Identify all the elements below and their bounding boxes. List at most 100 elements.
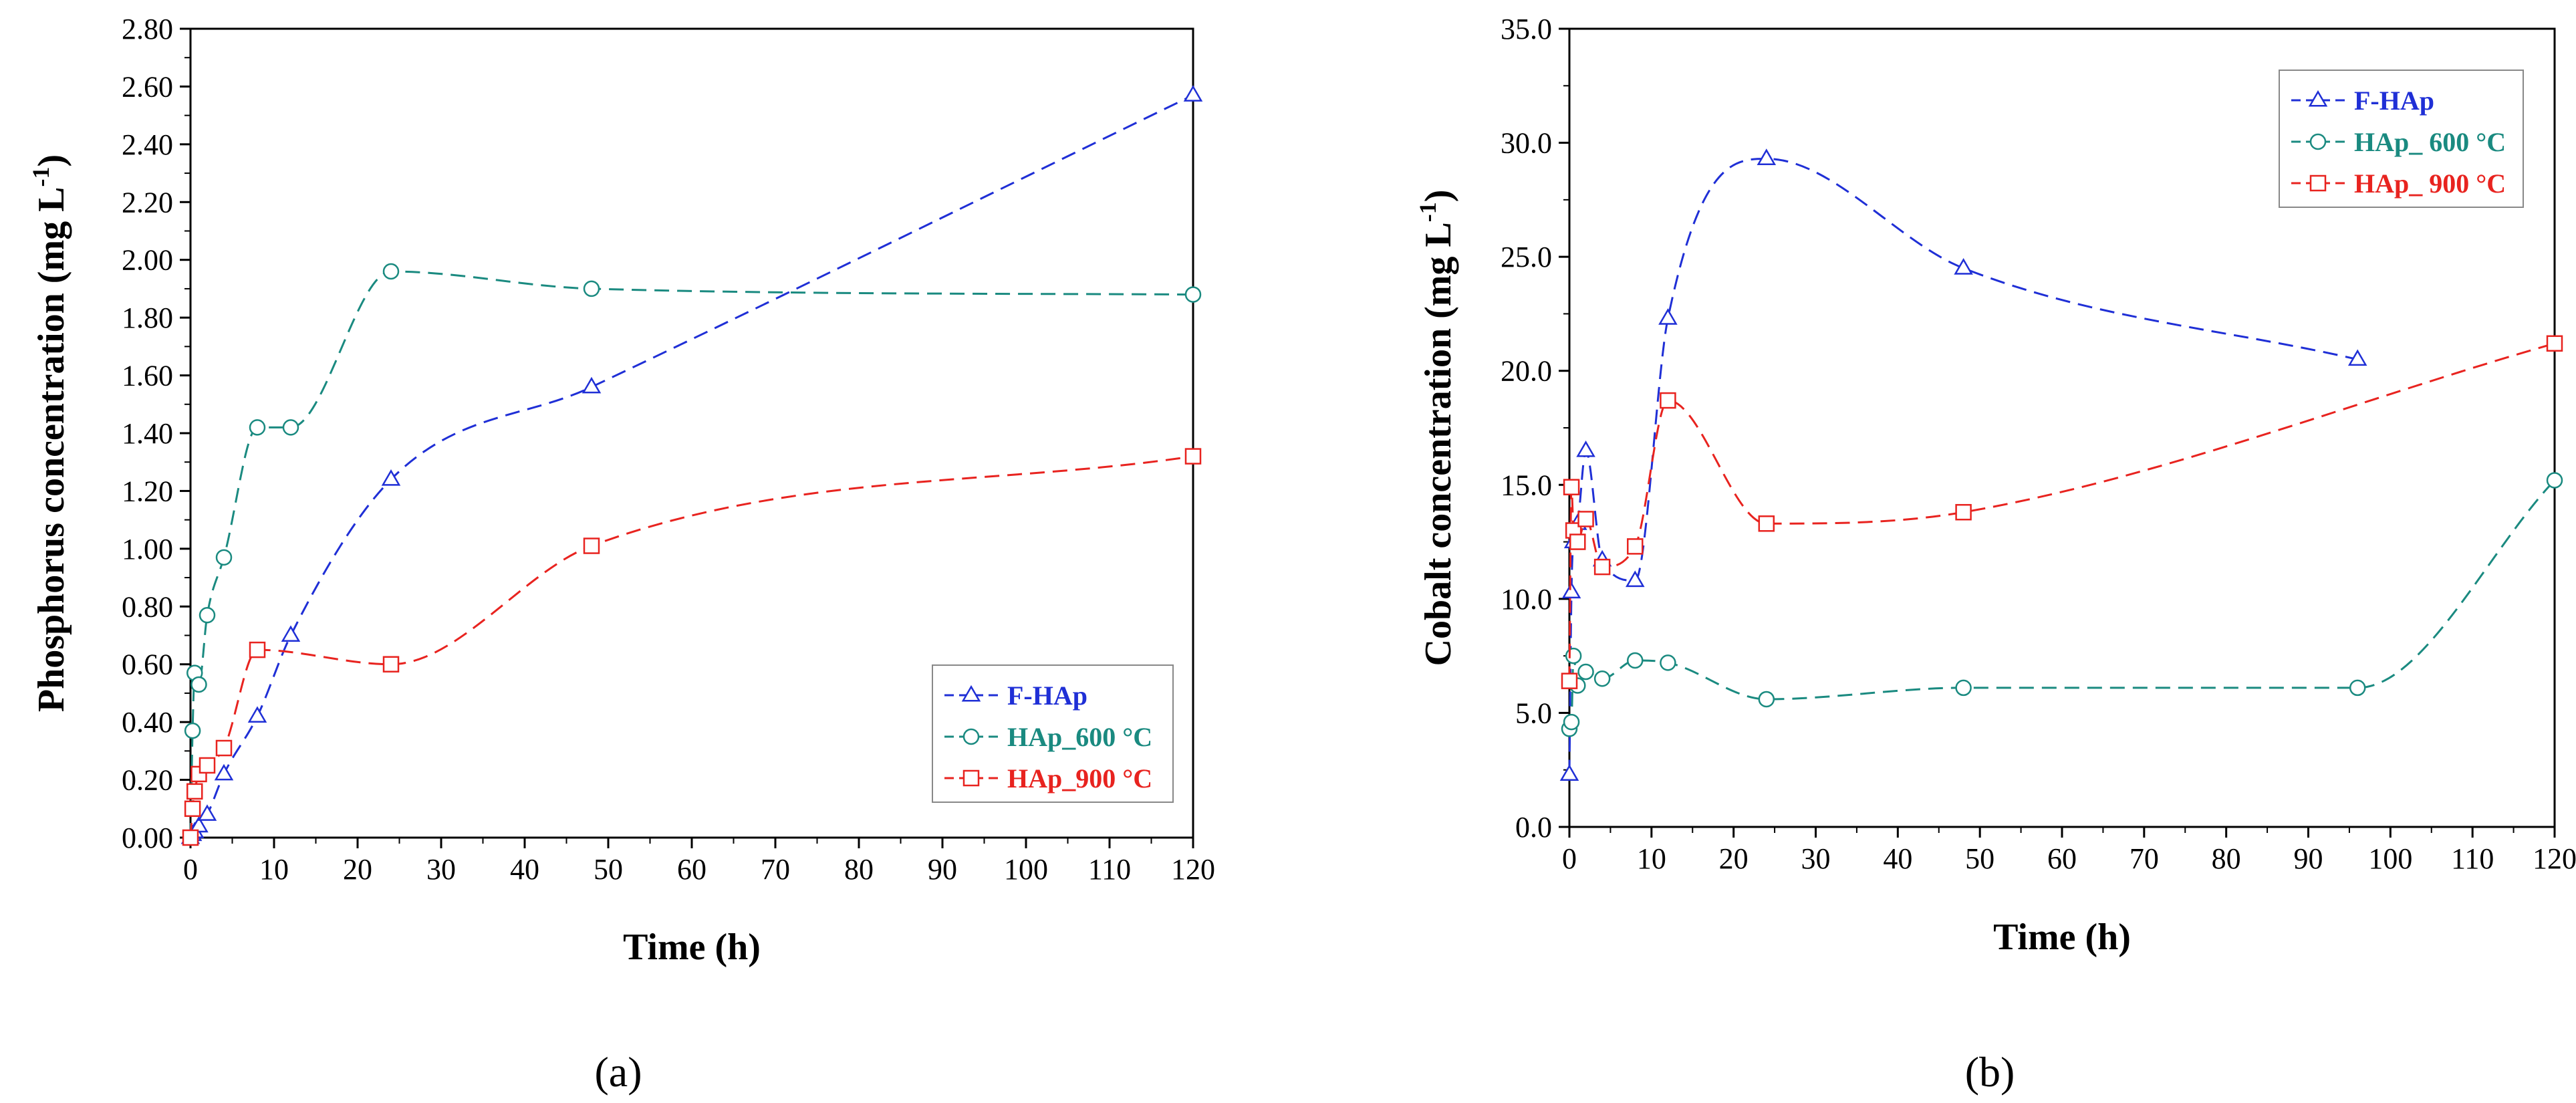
data-point xyxy=(215,549,233,566)
data-point xyxy=(249,419,266,436)
data-point xyxy=(1561,582,1581,599)
data-point xyxy=(1593,558,1611,576)
y-tick-label: 2.80 xyxy=(122,13,173,45)
data-point xyxy=(1757,148,1777,165)
y-tick-label: 10.0 xyxy=(1501,583,1552,616)
panel-label: (b) xyxy=(1965,1048,2015,1096)
data-point xyxy=(2546,472,2563,489)
x-tick-label: 0 xyxy=(1562,842,1577,875)
x-tick-label: 50 xyxy=(1965,842,1994,875)
data-point xyxy=(1184,448,1202,465)
data-point xyxy=(199,607,216,624)
x-tick-label: 120 xyxy=(2533,842,2576,875)
chart-panel-a: 0 10 20 30 40 50 60 70 80 90 100 110 120 0.00 0.20 0.40… xyxy=(27,13,1215,1096)
legend-entry: HAp_600 °C xyxy=(1007,722,1152,752)
data-point xyxy=(583,280,600,297)
data-point xyxy=(1658,308,1678,325)
series-circle xyxy=(182,263,1202,846)
data-point xyxy=(1577,511,1594,527)
x-tick-label: 60 xyxy=(2047,842,2077,875)
data-point xyxy=(2546,335,2563,352)
x-tick-label: 40 xyxy=(510,853,539,886)
y-tick-label: 0.40 xyxy=(122,706,173,739)
y-tick-label: 0.20 xyxy=(122,764,173,797)
legend-marker xyxy=(962,769,980,787)
legend-entry: F-HAp xyxy=(2354,86,2434,116)
data-point xyxy=(1627,538,1644,555)
data-point xyxy=(282,419,299,436)
data-point xyxy=(1576,440,1595,457)
data-point xyxy=(1563,479,1580,495)
data-point xyxy=(1758,691,1775,708)
data-point xyxy=(1563,713,1580,731)
data-point xyxy=(190,676,207,693)
series-line xyxy=(1568,479,2556,730)
y-tick-label: 1.60 xyxy=(122,360,173,392)
data-point xyxy=(184,722,201,739)
y-tick-label: 30.0 xyxy=(1501,127,1552,160)
data-point xyxy=(1184,286,1202,303)
x-tick-label: 50 xyxy=(594,853,623,886)
x-axis-label: Time (h) xyxy=(1993,916,2131,958)
data-point xyxy=(382,263,400,280)
data-point xyxy=(1561,672,1578,689)
y-axis-label-superscript: -1 xyxy=(1414,202,1441,222)
legend: F-HAp HAp_ 600 °C HAp_ 900 °C xyxy=(2279,70,2524,208)
y-axis-label-superscript: -1 xyxy=(27,167,54,187)
data-point xyxy=(1627,652,1644,669)
x-tick-label: 110 xyxy=(2451,842,2494,875)
x-tick-label: 70 xyxy=(2130,842,2159,875)
data-point xyxy=(1559,764,1579,781)
x-tick-label: 100 xyxy=(1004,853,1048,886)
series-square xyxy=(1561,335,2563,689)
data-point xyxy=(1660,392,1676,409)
y-axis-label: Cobalt concentration (mg L-1) xyxy=(1414,190,1459,666)
data-point xyxy=(1593,670,1611,687)
y-tick-label: 2.40 xyxy=(122,128,173,161)
y-tick-label: 5.0 xyxy=(1515,697,1552,729)
data-point xyxy=(1569,533,1586,550)
data-point xyxy=(2349,679,2366,697)
x-tick-label: 30 xyxy=(1801,842,1831,875)
y-tick-label: 0.60 xyxy=(122,648,173,681)
x-tick-label: 30 xyxy=(426,853,456,886)
y-tick-label: 35.0 xyxy=(1501,13,1552,45)
y-tick-label: 0.00 xyxy=(122,822,173,854)
data-point xyxy=(184,800,201,818)
y-tick-label: 15.0 xyxy=(1501,469,1552,501)
data-point xyxy=(1758,515,1775,532)
y-tick-label: 1.20 xyxy=(122,475,173,507)
x-tick-label: 70 xyxy=(761,853,790,886)
legend-marker xyxy=(962,728,980,745)
y-tick-label: 2.60 xyxy=(122,70,173,103)
y-tick-label: 0.80 xyxy=(122,590,173,623)
x-tick-label: 90 xyxy=(2294,842,2323,875)
x-tick-label: 20 xyxy=(1719,842,1749,875)
data-point xyxy=(2347,349,2367,366)
legend: F-HAp HAp_600 °C HAp_900 °C xyxy=(932,664,1174,803)
legend-marker xyxy=(2309,133,2327,150)
data-point xyxy=(199,757,216,774)
legend-marker xyxy=(961,685,981,702)
data-point xyxy=(382,656,400,672)
x-tick-label: 20 xyxy=(343,853,372,886)
series-line xyxy=(1568,342,2555,681)
data-point xyxy=(583,537,600,554)
data-point xyxy=(186,783,203,800)
y-axis-label-main: Cobalt concentration (mg L xyxy=(1418,222,1459,666)
data-point xyxy=(1660,654,1676,671)
data-point xyxy=(249,641,266,658)
series-square xyxy=(182,448,1202,846)
y-tick-label: 20.0 xyxy=(1501,355,1552,388)
panel-label: (a) xyxy=(594,1048,642,1096)
y-axis-label-close: ) xyxy=(31,154,72,167)
data-point xyxy=(381,469,401,486)
y-tick-label: 1.80 xyxy=(122,301,173,334)
x-tick-label: 60 xyxy=(677,853,706,886)
data-point xyxy=(1183,85,1203,102)
legend-entry: HAp_900 °C xyxy=(1007,763,1152,793)
x-tick-label: 80 xyxy=(2212,842,2241,875)
data-point xyxy=(1577,663,1594,681)
y-axis-label-close: ) xyxy=(1418,190,1459,203)
